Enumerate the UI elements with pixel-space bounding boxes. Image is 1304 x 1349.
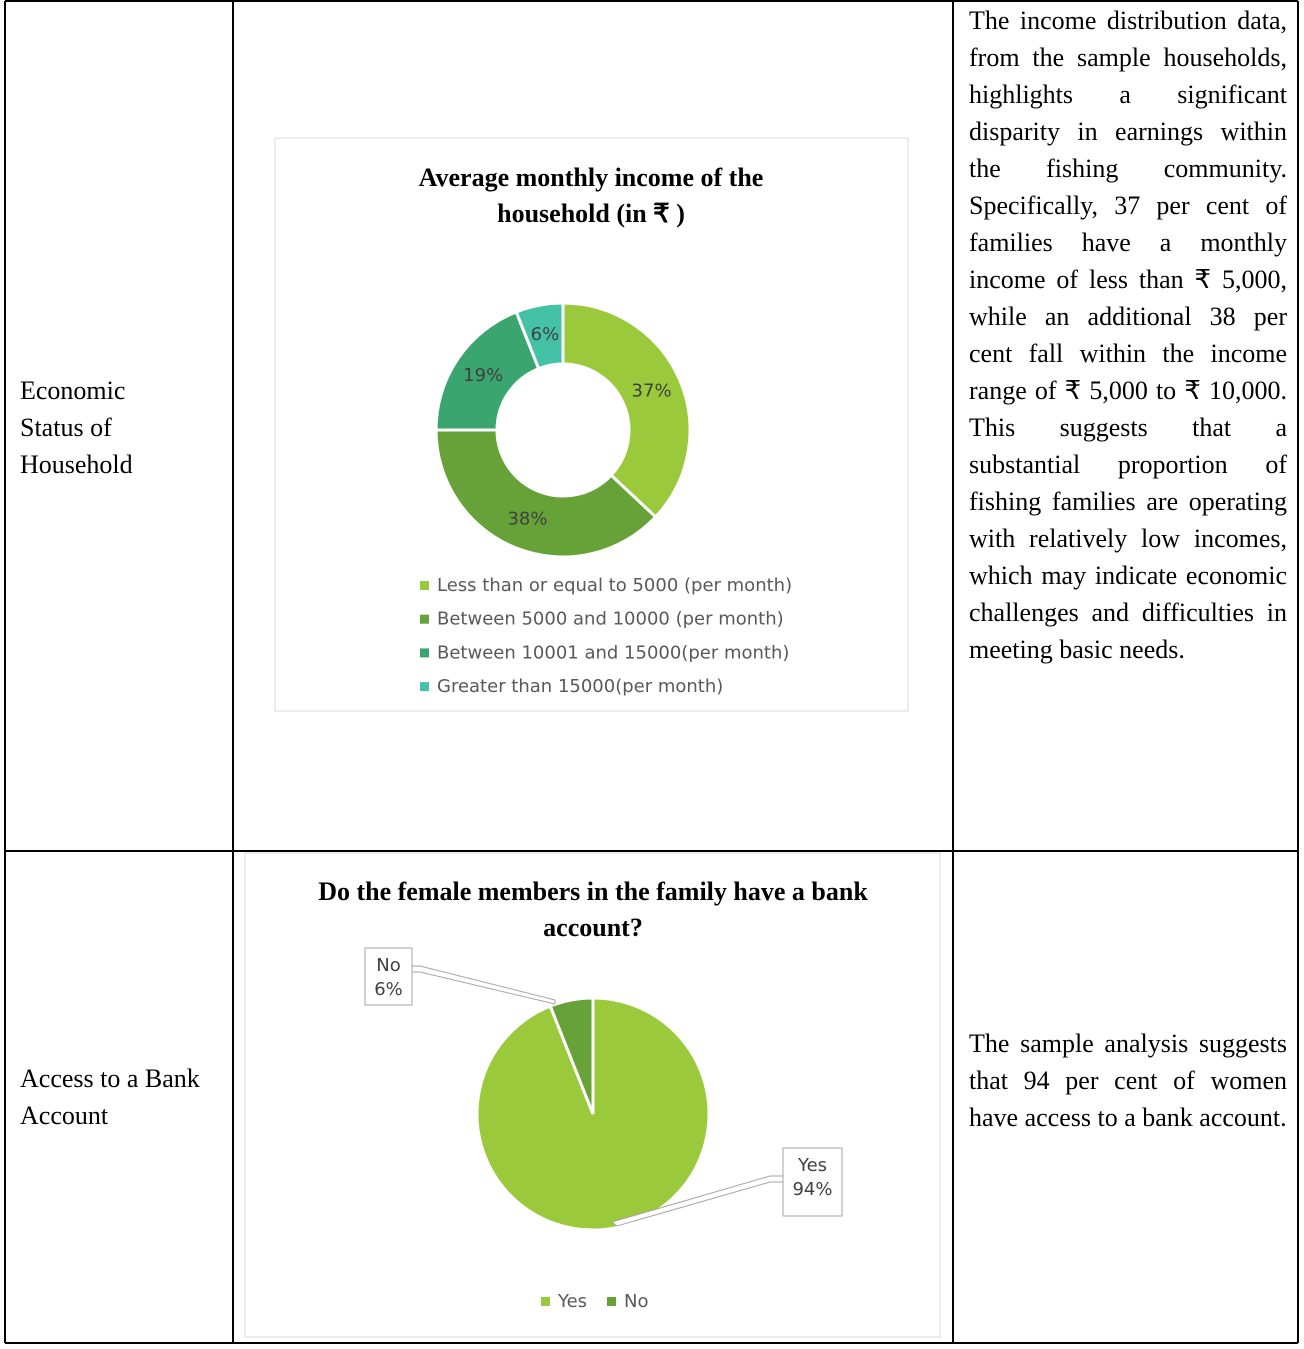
row-text: The sample analysis suggests that 94 per… bbox=[969, 1029, 1287, 1132]
callout-category: Yes bbox=[797, 1155, 827, 1176]
slice bbox=[434, 309, 541, 432]
legend-label: Between 10001 and 15000(per month) bbox=[437, 642, 789, 663]
callout-category: No bbox=[376, 955, 400, 976]
slice bbox=[548, 996, 595, 1115]
leader-line bbox=[412, 965, 556, 1005]
chart-title: Do the female members in the family have… bbox=[318, 877, 868, 942]
slice bbox=[514, 301, 565, 371]
legend-swatch bbox=[420, 614, 429, 624]
callout-box bbox=[364, 947, 413, 1006]
legend-label: Yes bbox=[557, 1291, 587, 1312]
row-text: The income distribution data, from the s… bbox=[969, 6, 1287, 664]
leader-line bbox=[610, 1175, 783, 1227]
slice bbox=[561, 301, 692, 520]
data-label: 19% bbox=[463, 365, 503, 386]
slice bbox=[434, 428, 658, 559]
legend-label: No bbox=[624, 1291, 648, 1312]
row-label: Economic Status of Household bbox=[20, 376, 133, 479]
row-label: Access to a Bank Account bbox=[20, 1064, 200, 1130]
legend-swatch bbox=[541, 1297, 550, 1306]
legend-label: Between 5000 and 10000 (per month) bbox=[437, 609, 784, 630]
data-label: 37% bbox=[632, 381, 672, 402]
legend-label: Less than or equal to 5000 (per month) bbox=[437, 575, 792, 596]
data-label: 6% bbox=[531, 324, 560, 345]
legend-swatch bbox=[420, 648, 429, 658]
chart-frame bbox=[274, 137, 909, 712]
chart-title: Average monthly income of the household … bbox=[418, 163, 764, 228]
data-label: 94% bbox=[792, 1179, 832, 1200]
data-label: 6% bbox=[374, 979, 403, 1000]
legend-swatch bbox=[607, 1297, 616, 1306]
legend-swatch bbox=[420, 682, 429, 692]
data-label: 38% bbox=[507, 509, 547, 530]
table-borders bbox=[4, 0, 1299, 1344]
legend-label: Greater than 15000(per month) bbox=[437, 676, 723, 697]
legend-swatch bbox=[420, 581, 429, 590]
callout-box bbox=[782, 1147, 843, 1217]
